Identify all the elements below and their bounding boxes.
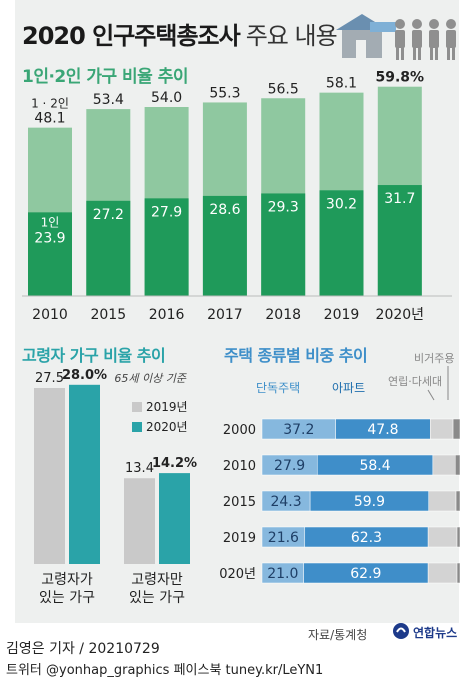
seg-1-3 [454,454,461,476]
x-tick-2: 2016 [149,307,185,323]
x-tick-4: 2018 [265,307,301,323]
house-people-icon [336,14,456,60]
x-tick-1: 2015 [90,307,126,323]
seg-label-0-1: 47.8 [367,422,398,438]
label-total-prefix: 1 · 2인 [31,97,69,111]
bar-single-5 [319,190,364,296]
x-tick-1-1: 있는 가구 [129,590,185,606]
seg-label-1-1: 58.4 [359,458,390,474]
bar-single-0 [28,212,72,296]
seg-label-3-1: 62.3 [351,530,382,546]
legend-label-2: 연립·다세대 [388,375,442,388]
legend-label-0: 2019년 [146,400,188,414]
x-tick-0-1: 있는 가구 [39,590,95,606]
y-tick-1: 2010 [223,459,256,474]
y-tick-2: 2015 [223,495,256,510]
bar-single-1 [86,200,131,296]
bar-single-6 [377,185,422,296]
bar-single-3 [202,195,247,296]
seg-3-3 [456,526,461,548]
x-tick-1-0: 고령자만 [131,572,183,588]
seg-label-3-0: 21.6 [268,530,299,546]
logo-text: 연합뉴스 [413,626,458,640]
seg-3-2 [427,526,458,548]
label-total-4: 56.5 [268,81,299,97]
legend-label-3: 비거주용 [414,352,454,365]
yonhap-logo: 연합뉴스 [392,618,460,642]
y-tick-0: 2000 [223,423,256,438]
chart-housing-types: 단독주택 아파트 연립·다세대 비거주용 2000 37.2 47.8 2010 27.9 58.… [220,352,461,584]
main-subtitle: 주요 내용 [245,22,338,50]
bar-0-0 [34,388,65,564]
value-label-0-0: 27.5 [35,371,64,386]
x-tick-0-0: 고령자가 [41,572,93,588]
x-tick-5: 2019 [324,307,360,323]
legend-leader-2 [427,389,435,401]
chart2-title: 고령자 가구 비율 추이 [22,346,166,365]
seg-label-2-1: 59.9 [354,494,385,510]
seg-4-3 [456,562,461,584]
x-tick-0: 2010 [32,307,68,323]
bar-1-1 [159,473,190,564]
value-label-1-0: 13.4 [125,461,154,476]
seg-label-4-1: 62.9 [350,566,381,582]
page-title: 2020 인구주택총조사 주요 내용 [22,16,338,51]
seg-2-2 [428,490,457,512]
seg-label-4-0: 21.0 [267,566,298,582]
legend-swatch-0 [132,402,142,412]
bar-single-4 [261,193,306,296]
social-links: 트위터 @yonhap_graphics 페이스북 tuney.kr/LeYN1 [6,663,324,678]
seg-4-2 [427,562,458,584]
label-single-6: 31.7 [384,191,415,207]
label-single-0: 23.9 [34,230,65,246]
y-tick-3: 2019 [223,531,256,546]
legend-swatch-1 [132,422,142,432]
main-title: 2020 인구주택총조사 [22,22,241,50]
legend-label-1: 아파트 [332,381,365,395]
seg-label-0-0: 37.2 [283,422,314,438]
label-single-3: 28.6 [209,202,240,218]
legend-label-1: 2020년 [146,420,188,434]
seg-label-1-0: 27.9 [274,458,305,474]
label-total-3: 55.3 [209,85,240,101]
label-total-5: 58.1 [326,76,357,92]
chart2-note: 65세 이상 기준 [114,372,186,385]
yonhap-logo-icon [393,623,409,639]
label-total-0: 48.1 [34,111,65,127]
label-total-6: 59.8% [376,70,425,86]
bar-0-1 [69,384,100,564]
byline: 김영은 기자 / 20210729 [6,641,160,657]
source-note: 자료/통계청 [308,628,368,642]
seg-label-2-0: 24.3 [270,494,301,510]
legend-label-0: 단독주택 [256,381,300,395]
chart1-title: 1인·2인 가구 비율 추이 [22,67,189,87]
seg-0-3 [452,418,461,440]
chart3-title: 주택 종류별 비중 추이 [224,346,368,365]
label-total-2: 54.0 [151,90,182,106]
x-tick-3: 2017 [207,307,243,323]
value-label-0-1: 28.0% [62,368,107,383]
y-tick-4: 2020년 [220,567,256,582]
bar-1-0 [124,478,155,564]
label-single-prefix: 1인 [41,215,60,229]
seg-1-2 [432,454,456,476]
label-single-2: 27.9 [151,204,182,220]
seg-2-3 [455,490,461,512]
bar-single-2 [144,198,189,296]
label-single-4: 29.3 [268,199,299,215]
label-total-1: 53.4 [93,92,124,108]
x-tick-6: 2020년 [376,307,425,323]
label-single-5: 30.2 [326,196,357,212]
label-single-1: 27.2 [93,207,124,223]
seg-0-2 [430,418,454,440]
value-label-1-1: 14.2% [152,456,197,471]
